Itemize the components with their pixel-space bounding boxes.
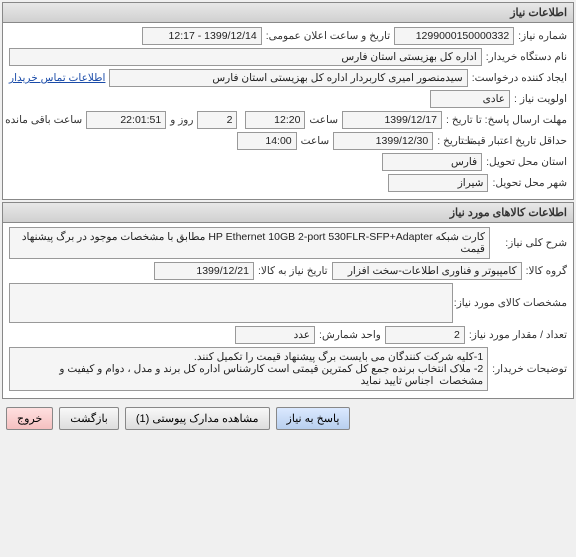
exit-button[interactable]: خروج <box>6 407 53 430</box>
validity-date-field <box>333 132 433 150</box>
respond-button[interactable]: پاسخ به نیاز <box>276 407 351 430</box>
notes-label: توضیحات خریدار: <box>492 363 567 375</box>
validity-time-field <box>237 132 297 150</box>
deadline-time-field <box>245 111 305 129</box>
time-label-2: ساعت <box>301 135 330 147</box>
buyer-field <box>9 48 482 66</box>
qty-field <box>385 326 465 344</box>
days-remaining-field <box>197 111 237 129</box>
need-no-field <box>394 27 514 45</box>
goods-info-panel: اطلاعات کالاهای مورد نیاز شرح کلی نیاز: … <box>2 202 574 399</box>
buyer-label: نام دستگاه خریدار: <box>486 51 567 63</box>
need-date-label: تاریخ نیاز به کالا: <box>258 265 328 277</box>
unit-label: واحد شمارش: <box>319 329 381 341</box>
deadline-date-field <box>342 111 442 129</box>
panel2-body: شرح کلی نیاز: گروه کالا: تاریخ نیاز به ک… <box>3 223 573 398</box>
panel1-body: شماره نیاز: تاریخ و ساعت اعلان عمومی: نا… <box>3 23 573 199</box>
need-no-label: شماره نیاز: <box>518 30 567 42</box>
desc-label: شرح کلی نیاز: <box>494 237 567 249</box>
priority-label: اولویت نیاز : <box>514 93 567 105</box>
time-label-1: ساعت <box>309 114 338 126</box>
group-field <box>332 262 522 280</box>
contact-link[interactable]: اطلاعات تماس خریدار <box>9 72 105 84</box>
button-bar: پاسخ به نیاز مشاهده مدارک پیوستی (1) باز… <box>0 401 576 436</box>
qty-label: تعداد / مقدار مورد نیاز: <box>469 329 567 341</box>
requester-field <box>109 69 467 87</box>
city-label: شهر محل تحویل: <box>492 177 567 189</box>
attachments-button[interactable]: مشاهده مدارک پیوستی (1) <box>125 407 270 430</box>
deadline-label: مهلت ارسال پاسخ: تا تاریخ : <box>446 114 567 126</box>
specs-label: مشخصات کالای مورد نیاز: <box>457 297 567 309</box>
unit-field <box>235 326 315 344</box>
public-datetime-field <box>142 27 262 45</box>
specs-field <box>9 283 453 323</box>
validity-label: حداقل تاریخ اعتبار قیمت: <box>477 135 567 147</box>
province-field <box>382 153 482 171</box>
province-label: استان محل تحویل: <box>486 156 567 168</box>
group-label: گروه کالا: <box>526 265 567 277</box>
panel2-title: اطلاعات کالاهای مورد نیاز <box>3 203 573 223</box>
validity-to-label: تا تاریخ : <box>437 135 473 147</box>
back-button[interactable]: بازگشت <box>59 407 119 430</box>
requester-label: ایجاد کننده درخواست: <box>472 72 567 84</box>
city-field <box>388 174 488 192</box>
desc-field <box>9 227 490 259</box>
priority-field <box>430 90 510 108</box>
remaining-label: ساعت باقی مانده <box>5 114 82 126</box>
need-info-panel: اطلاعات نیاز شماره نیاز: تاریخ و ساعت اع… <box>2 2 574 200</box>
notes-field <box>9 347 488 391</box>
public-datetime-label: تاریخ و ساعت اعلان عمومی: <box>266 30 390 42</box>
days-label: روز و <box>170 114 193 126</box>
need-date-field <box>154 262 254 280</box>
time-remaining-field <box>86 111 166 129</box>
panel1-title: اطلاعات نیاز <box>3 3 573 23</box>
